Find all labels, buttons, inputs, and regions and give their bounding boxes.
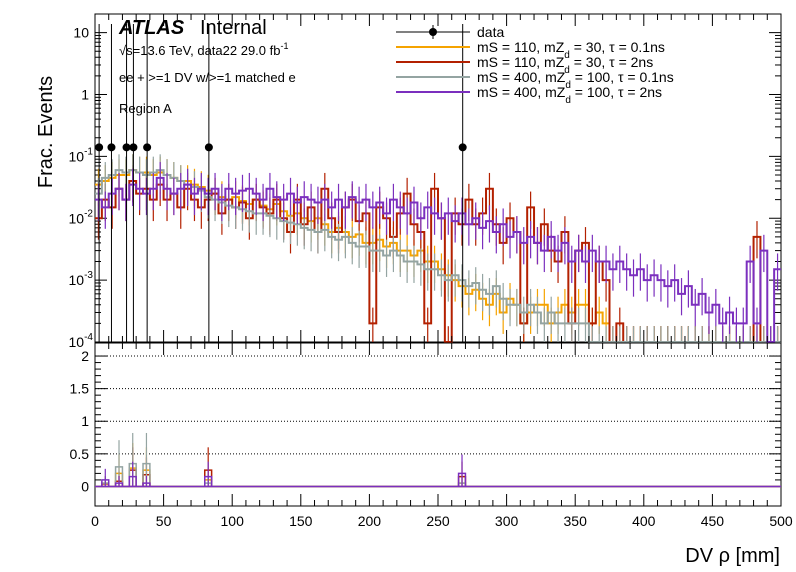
data-point	[143, 143, 152, 152]
region-label: Region A	[119, 101, 172, 116]
ratio-y-axis: 0 0.5 1 1.5 2	[70, 348, 781, 494]
legend-label: mS = 110, mZd = 30, τ = 0.1ns	[477, 39, 665, 61]
data-point	[122, 143, 131, 152]
series-2-histogram	[95, 179, 781, 343]
data-point	[129, 143, 138, 152]
atlas-label: ATLAS	[118, 17, 185, 39]
legend-label: mS = 110, mZd = 30, τ = 2ns	[477, 54, 653, 76]
ratio-y-tick-label: 2	[81, 348, 89, 364]
y-tick-label: 10-4	[69, 332, 94, 350]
legend-data-marker	[429, 28, 437, 36]
legend-label: data	[477, 24, 504, 40]
series-4	[95, 162, 781, 343]
x-tick-label: 150	[289, 513, 313, 529]
series-4-histogram	[95, 176, 781, 343]
legend-label: mS = 400, mZd = 100, τ = 0.1ns	[477, 69, 674, 91]
series-1-histogram	[95, 169, 781, 343]
x-tick-label: 250	[426, 513, 450, 529]
top-y-axis: 10 1 10-1 10-2 10-3 10-4	[69, 25, 781, 350]
data-point	[204, 143, 213, 152]
ratio-grid	[95, 355, 781, 455]
x-tick-label: 200	[358, 513, 382, 529]
y-tick-label: 10-3	[69, 270, 94, 288]
top-panel: 10 1 10-1 10-2 10-3 10-4	[69, 13, 782, 350]
ratio-y-tick-label: 0.5	[70, 446, 90, 462]
top-series-layer	[95, 154, 781, 343]
internal-label: Internal	[200, 17, 267, 39]
y-tick-label: 10-2	[69, 208, 94, 226]
ratio-y-tick-label: 1.5	[70, 381, 90, 397]
data-point	[107, 143, 116, 152]
y-tick-label: 10	[73, 25, 89, 41]
ratio-panel: 0 0.5 1 1.5 2 0 50 100 150 200 250 300 350 400 450 500	[70, 14, 793, 529]
ratio-series-layer	[95, 432, 781, 488]
legend-label: mS = 400, mZd = 100, τ = 2ns	[477, 84, 662, 106]
y-tick-label: 10-1	[69, 146, 94, 164]
x-tick-label: 100	[221, 513, 245, 529]
x-tick-label: 400	[632, 513, 656, 529]
x-tick-label: 300	[495, 513, 519, 529]
ratio-y-tick-label: 1	[81, 413, 89, 429]
ratio-series-3	[95, 454, 781, 488]
x-axis-label: DV ρ [mm]	[685, 545, 780, 567]
x-tick-label: 350	[564, 513, 588, 529]
selection-label: ee + >=1 DV w/>=1 matched e	[119, 70, 296, 85]
y-axis-label: Frac. Events	[35, 76, 57, 188]
energy-lumi-label: √s=13.6 TeV, data22 29.0 fb-1	[119, 41, 288, 58]
data-points-layer	[95, 24, 467, 342]
x-axis: 0 50 100 150 200 250 300 350 400 450 500	[91, 14, 793, 529]
x-tick-label: 50	[156, 513, 172, 529]
x-tick-label: 450	[701, 513, 725, 529]
data-point	[95, 143, 104, 152]
x-tick-label: 0	[91, 513, 99, 529]
y-tick-label: 1	[81, 87, 89, 103]
x-tick-label: 500	[769, 513, 793, 529]
data-point	[458, 143, 467, 152]
ratio-y-tick-label: 0	[81, 478, 89, 494]
